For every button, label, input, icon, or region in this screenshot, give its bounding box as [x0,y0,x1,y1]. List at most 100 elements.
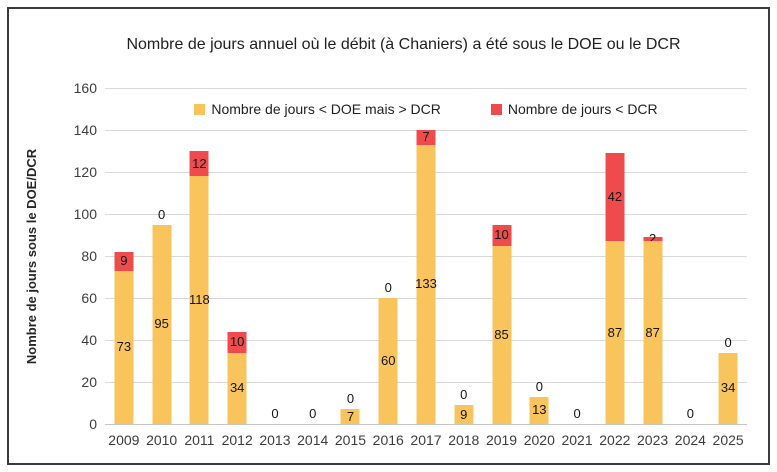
x-label-2012: 2012 [221,432,253,448]
legend-label-dcr: Nombre de jours < DCR [507,101,658,117]
bar-segment-dcr-2017: 7 [416,129,436,145]
x-label-2020: 2020 [523,432,555,448]
y-tick-160: 160 [73,80,97,96]
bar-label-dcr-2011: 12 [192,155,207,171]
bar-2022: 42 87 [596,88,634,424]
x-label-2022: 2022 [599,432,631,448]
bar-2013: 0 [256,88,294,424]
bar-stack-2009: 9 73 [114,251,134,424]
x-label-2023: 2023 [637,432,669,448]
y-axis-ticks: 0 20 40 60 80 100 120 140 160 [40,80,97,432]
x-axis-labels: 2009 2010 2011 2012 2013 2014 2015 2016 2017 2018… [105,432,747,448]
bar-label-dcr-2017: 7 [422,129,430,145]
bar-label-dcr-2024: 0 [686,406,694,421]
bar-stack-2015: 7 [340,408,360,424]
bar-segment-doe-2011: 118 [189,176,210,424]
bar-2024: 0 [671,88,709,424]
x-label-2017: 2017 [410,432,442,448]
bar-segment-doe-2019: 85 [492,245,512,424]
bar-label-doe-2012: 34 [229,380,245,396]
bar-label-doe-2018: 9 [460,406,468,422]
y-tick-140: 140 [73,122,97,138]
bar-label-dcr-2012: 10 [229,334,245,350]
chart-title: Nombre de jours annuel où le débit (à Ch… [126,36,681,53]
bar-label-doe-2025: 34 [720,380,736,396]
x-label-2010: 2010 [146,432,178,448]
bar-stack-2016: 60 [378,298,398,424]
bar-label-doe-2022: 87 [607,324,623,340]
bar-stack-2017: 7 133 [415,129,437,424]
y-tick-20: 20 [81,374,97,390]
bar-2023: 2 87 [634,88,672,424]
bar-stack-2010: 95 [152,224,172,424]
bar-label-doe-2009: 73 [116,339,132,355]
bar-segment-doe-2020: 13 [529,396,549,424]
x-label-2025: 2025 [712,432,744,448]
bar-label-dcr-2015: 0 [346,391,355,407]
bar-segment-dcr-2019: 10 [492,224,512,246]
y-tick-40: 40 [81,332,97,348]
bar-stack-2025: 34 [718,352,738,424]
bar-label-doe-2019: 85 [494,326,509,342]
bar-stack-2011: 12 118 [189,151,210,424]
legend-label-doe: Nombre de jours < DOE mais > DCR [211,101,441,117]
bar-stack-2012: 10 34 [227,331,247,424]
bar-segment-doe-2010: 95 [152,224,172,424]
bar-segment-doe-2022: 87 [605,241,625,424]
x-axis-line [105,424,747,425]
bar-segment-doe-2023: 87 [643,241,663,424]
y-tick-0: 0 [89,416,97,432]
x-label-2019: 2019 [485,432,518,448]
bar-segment-doe-2016: 60 [378,298,398,424]
bar-segment-doe-2009: 73 [114,270,134,424]
legend: Nombre de jours < DOE mais > DCR Nombre … [105,101,747,117]
y-axis-title-text: Nombre de jours sous le DOE/DCR [24,148,40,364]
bar-stack-2022: 42 87 [605,153,625,424]
bar-segment-doe-2018: 9 [454,405,474,424]
y-tick-80: 80 [81,248,97,264]
y-tick-120: 120 [73,164,97,180]
bar-2017: 7 133 [407,88,445,424]
bar-segment-dcr-2022: 42 [605,153,625,242]
bar-label-dcr-2021: 0 [573,406,581,421]
bar-stack-2020: 13 [529,396,549,424]
x-label-2021: 2021 [561,432,593,448]
gridline-160 [105,88,747,89]
bar-segment-dcr-2012: 10 [227,331,247,353]
x-label-2013: 2013 [259,432,291,448]
bar-2014: 0 [294,88,332,424]
bar-segment-doe-2012: 34 [227,352,247,424]
bar-segment-dcr-2009: 9 [114,251,134,271]
bar-2010: 95 0 [143,88,181,424]
legend-swatch-doe-icon [194,103,206,115]
bar-2021: 0 [558,88,596,424]
bar-label-doe-2016: 60 [381,353,396,368]
bar-segment-doe-2015: 7 [340,408,360,424]
bar-segment-dcr-2011: 12 [189,151,209,177]
bar-label-doe-2010: 95 [154,316,169,332]
bar-2009: 9 73 [105,88,143,424]
x-label-2018: 2018 [448,432,480,448]
bar-label-dcr-2018: 0 [460,387,468,403]
bar-label-dcr-2009: 9 [120,253,128,269]
bar-label-dcr-2022: 42 [607,189,623,205]
bar-label-dcr-2025: 0 [724,334,732,350]
bar-label-doe-2020: 13 [532,402,547,418]
bar-stack-2018: 9 [454,405,474,424]
y-tick-100: 100 [73,206,97,222]
x-label-2014: 2014 [297,432,329,448]
x-label-2009: 2009 [108,432,140,448]
bar-stack-2023: 2 87 [643,232,663,424]
bar-label-dcr-2013: 0 [271,406,279,421]
bar-2019: 10 85 [483,88,521,424]
bar-segment-dcr-2023: 2 [643,232,663,246]
bar-label-doe-2015: 7 [346,408,355,424]
bar-2025: 34 0 [709,88,747,424]
bar-2012: 10 34 [218,88,256,424]
legend-item-doe: Nombre de jours < DOE mais > DCR [194,101,441,117]
y-tick-60: 60 [81,290,97,306]
bar-2011: 12 118 [181,88,219,424]
bar-label-doe-2017: 133 [415,276,437,292]
